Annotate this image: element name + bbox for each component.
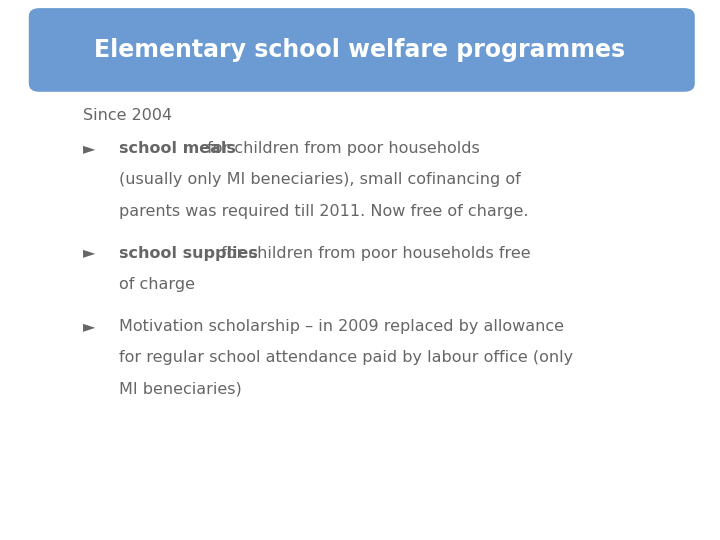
- Text: Motivation scholarship – in 2009 replaced by allowance: Motivation scholarship – in 2009 replace…: [119, 319, 564, 334]
- Text: school supplies: school supplies: [119, 246, 258, 261]
- Text: for children from poor households: for children from poor households: [202, 141, 480, 156]
- Text: for regular school attendance paid by labour office (only: for regular school attendance paid by la…: [119, 350, 573, 366]
- Text: parents was required till 2011. Now free of charge.: parents was required till 2011. Now free…: [119, 204, 528, 219]
- Text: ►: ►: [83, 246, 95, 261]
- Text: school meals: school meals: [119, 141, 235, 156]
- Text: (usually only MI beneciaries), small cofinancing of: (usually only MI beneciaries), small cof…: [119, 172, 521, 187]
- Text: ►: ►: [83, 319, 95, 334]
- Text: of charge: of charge: [119, 277, 195, 292]
- FancyBboxPatch shape: [29, 8, 695, 92]
- Text: Since 2004: Since 2004: [83, 108, 172, 123]
- Text: Elementary school welfare programmes: Elementary school welfare programmes: [94, 38, 626, 62]
- Text: for children from poor households free: for children from poor households free: [216, 246, 531, 261]
- Text: MI beneciaries): MI beneciaries): [119, 382, 241, 397]
- Text: ►: ►: [83, 141, 95, 156]
